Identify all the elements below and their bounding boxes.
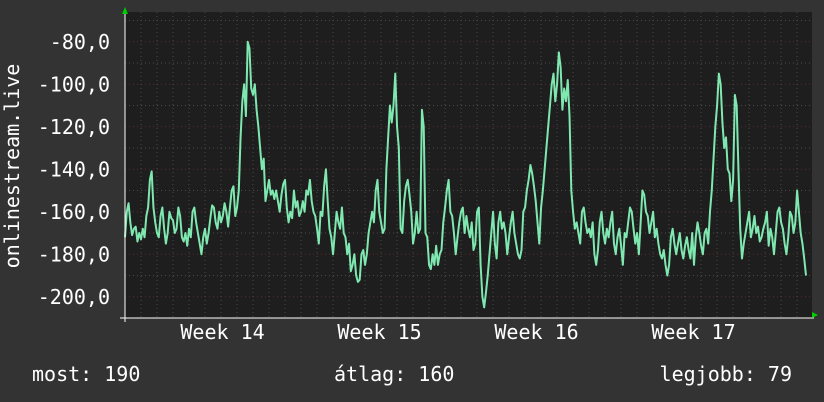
x-tick-label: Week 14: [180, 320, 264, 344]
x-tick-label: Week 16: [494, 320, 578, 344]
y-tick-label: -100,0: [38, 72, 110, 96]
y-tick-labels: -80,0 -100,0 -120,0 -140,0 -160,0 -180,0 -200,…: [38, 30, 110, 309]
y-tick-label: -200,0: [38, 285, 110, 309]
series-line: [124, 40, 807, 309]
x-tick-label: Week 15: [337, 320, 421, 344]
grid-lines: [125, 12, 812, 318]
x-axis-arrow-icon: [812, 312, 818, 318]
stat-average: átlag: 160: [334, 362, 455, 386]
y-tick-label: -180,0: [38, 242, 110, 266]
y-axis-arrow-icon: [122, 7, 128, 14]
y-tick-label: -120,0: [38, 115, 110, 139]
plot-area: [125, 12, 812, 318]
y-tick-label: -80,0: [50, 30, 110, 54]
x-tick-label: Week 17: [651, 320, 735, 344]
stat-current: most: 190: [32, 362, 141, 386]
y-tick-label: -140,0: [38, 157, 110, 181]
y-axis-label: onlinestream.live: [0, 64, 24, 269]
stat-best: legjobb: 79: [659, 362, 792, 386]
y-tick-label: -160,0: [38, 200, 110, 224]
x-tick-labels: Week 14 Week 15 Week 16 Week 17: [180, 320, 735, 344]
